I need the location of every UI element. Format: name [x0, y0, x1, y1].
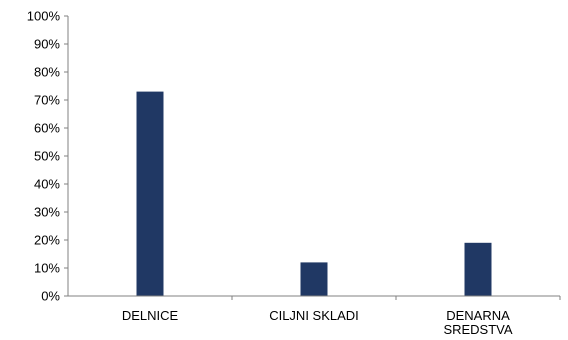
x-category-label: DELNICE: [122, 308, 179, 323]
y-tick-label: 30%: [34, 205, 60, 220]
bar: [300, 262, 328, 296]
y-tick-label: 80%: [34, 65, 60, 80]
y-tick-label: 70%: [34, 93, 60, 108]
x-category-label-line: SREDSTVA: [443, 322, 512, 337]
bars-group: [136, 91, 561, 300]
bar: [464, 242, 492, 296]
y-tick-label: 50%: [34, 149, 60, 164]
y-tick-label: 20%: [34, 233, 60, 248]
y-tick-label: 90%: [34, 37, 60, 52]
x-axis-labels: DELNICE CILJNI SKLADI DENARNA SREDSTVA: [122, 308, 513, 337]
y-tick-label: 100%: [27, 9, 61, 24]
bar: [136, 91, 164, 296]
x-category-label-line: CILJNI SKLADI: [269, 308, 359, 323]
x-category-label: CILJNI SKLADI: [269, 308, 359, 323]
x-category-label-line: DENARNA: [446, 308, 510, 323]
y-tick-label: 40%: [34, 177, 60, 192]
y-tick-label: 10%: [34, 261, 60, 276]
x-category-label-line: DELNICE: [122, 308, 179, 323]
y-tick-label: 0%: [41, 289, 60, 304]
y-tick-label: 60%: [34, 121, 60, 136]
y-axis-ticks: 0% 10% 20% 30% 40% 50% 60% 70% 80% 90% 100%: [27, 9, 68, 304]
x-category-label: DENARNA SREDSTVA: [443, 308, 512, 337]
